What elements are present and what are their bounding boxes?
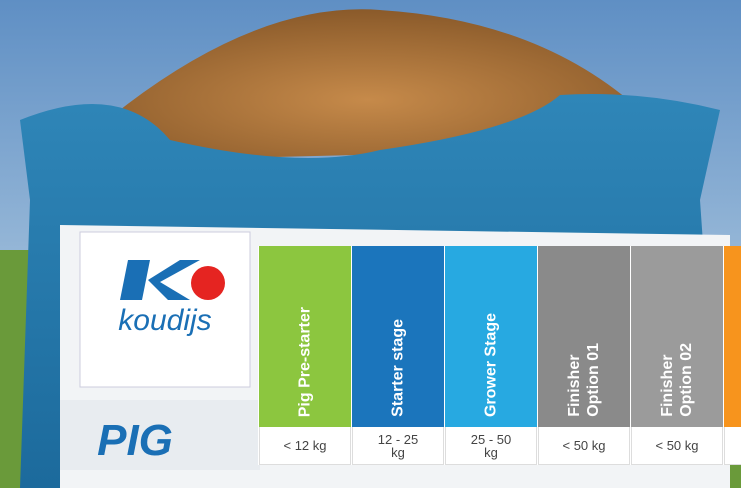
weight-range: 12 - 25 kg <box>377 431 419 460</box>
weight-range: < 50 kg <box>562 438 606 454</box>
column-header: Finisher Option 01 <box>538 246 630 428</box>
value-cell: 12 - 25 kg <box>352 427 444 465</box>
product-name: PIG <box>97 416 173 465</box>
table-column: Finisher Option 01 < 50 kg <box>537 246 630 465</box>
header-line: Starter stage <box>389 319 407 418</box>
header-line: Pig Pre-starter <box>296 306 314 418</box>
table-column: Starter stage 12 - 25 kg <box>351 246 444 465</box>
value-cell: < 50 kg <box>538 427 630 465</box>
product-panel <box>60 400 260 470</box>
header-text: Pig Pre-starter <box>296 307 315 417</box>
header-text: Grower Stage <box>482 313 501 417</box>
header-text: Finisher Option 01 <box>565 343 603 417</box>
header-text: Starter stage <box>389 319 408 417</box>
logo-k <box>120 260 200 300</box>
feed-grain <box>95 9 640 160</box>
stage-table: Pig Pre-starter < 12 kg Starter stage 12 - … <box>258 246 741 465</box>
table-column: Pig Pre-starter < 12 kg <box>258 246 351 465</box>
table-column: Finisher Option 02 < 50 kg <box>630 246 723 465</box>
weight-range: 25 - 50 kg <box>470 431 512 460</box>
value-cell <box>724 427 741 465</box>
header-line: Option 02 <box>678 343 695 418</box>
weight-range: < 12 kg <box>283 438 327 454</box>
weight-range: < 50 kg <box>655 438 699 454</box>
header-line: Option 01 <box>585 343 602 418</box>
column-header: Starter stage <box>352 246 444 428</box>
column-header: Finisher Option 02 <box>631 246 723 428</box>
header-line: Grower Stage <box>482 313 500 418</box>
column-header: Grower Stage <box>445 246 537 428</box>
table-column: Grower Stage 25 - 50 kg <box>444 246 537 465</box>
column-header: Pig Pre-starter <box>259 246 351 428</box>
value-cell: < 50 kg <box>631 427 723 465</box>
logo-dot <box>191 266 225 300</box>
header-line: Finisher <box>659 354 676 418</box>
logo-panel <box>79 231 251 388</box>
table-column <box>723 246 741 465</box>
header-line: Finisher <box>566 354 583 418</box>
value-cell: 25 - 50 kg <box>445 427 537 465</box>
column-header <box>724 246 741 428</box>
logo-text: koudijs <box>118 304 211 337</box>
header-text: Finisher Option 02 <box>658 343 696 417</box>
value-cell: < 12 kg <box>259 427 351 465</box>
